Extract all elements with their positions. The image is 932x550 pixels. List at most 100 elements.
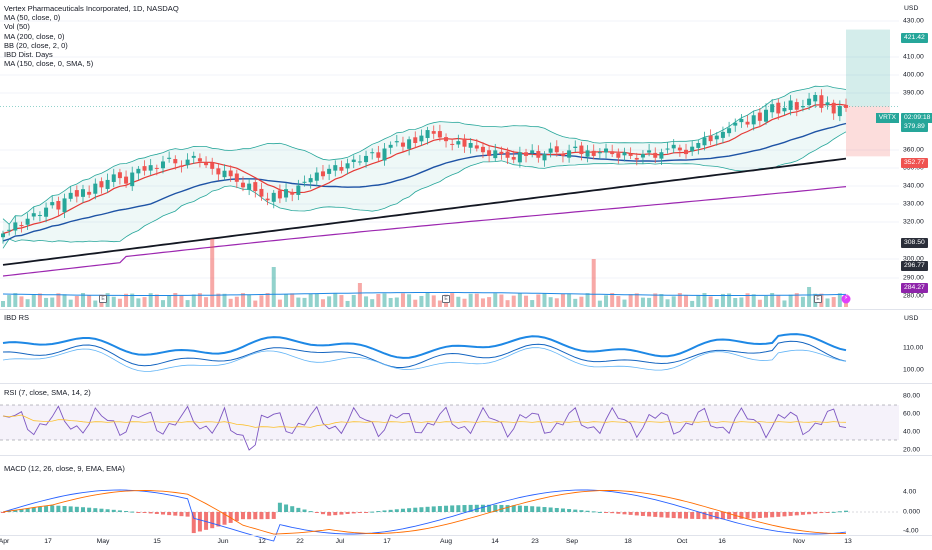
- macd-histogram-bar: [382, 510, 387, 512]
- macd-histogram-bar: [105, 509, 110, 512]
- pane-divider[interactable]: [0, 383, 932, 384]
- macd-histogram-bar: [277, 502, 282, 512]
- macd-histogram-bar: [573, 509, 578, 512]
- candle-body: [290, 191, 295, 195]
- macd-histogram-bar: [813, 512, 818, 514]
- time-axis[interactable]: Apr 17 May 15 Jun 12 22 Jul 17 Aug 14 23 Sep 18 Oct 16 N…: [0, 535, 899, 550]
- macd-histogram-bar: [782, 512, 787, 517]
- volume-bar: [314, 294, 319, 307]
- study-ma50[interactable]: MA (50, close, 0): [4, 13, 61, 23]
- macd-legend[interactable]: MACD (12, 26, close, 9, EMA, EMA): [4, 464, 125, 473]
- earnings-icon[interactable]: E: [814, 295, 822, 303]
- rs-currency-label[interactable]: USD: [904, 315, 919, 322]
- volume-bar: [142, 297, 147, 307]
- volume-bar: [1, 301, 5, 307]
- rs-line-secondary: [2, 340, 847, 368]
- lightning-icon[interactable]: ⚡: [841, 294, 851, 304]
- candle-body: [234, 173, 239, 182]
- study-ma150[interactable]: MA (150, close, 0, SMA, 5): [4, 59, 94, 69]
- earnings-icon[interactable]: E: [99, 295, 107, 303]
- pane-divider[interactable]: [0, 309, 932, 310]
- volume-bar: [554, 298, 559, 307]
- symbol-title[interactable]: Vertex Pharmaceuticals Incorporated, 1D,…: [4, 4, 179, 13]
- candle-body: [567, 150, 572, 158]
- macd-histogram-bar: [7, 511, 12, 513]
- volume-bar: [357, 283, 362, 307]
- candle-body: [524, 152, 529, 156]
- candle-body: [530, 150, 535, 154]
- time-label: 15: [153, 538, 161, 545]
- volume-bar: [480, 298, 485, 307]
- rsi-band: [0, 405, 899, 440]
- volume-bar: [197, 293, 202, 307]
- macd-tick: -4.00: [903, 527, 919, 535]
- currency-label[interactable]: USD: [904, 5, 919, 12]
- candle-body: [105, 179, 110, 189]
- volume-bar: [751, 294, 756, 307]
- rs-legend[interactable]: IBD RS: [4, 313, 30, 322]
- candle-body: [50, 202, 55, 206]
- candle-body: [99, 181, 104, 188]
- study-bb[interactable]: BB (20, close, 2, 0): [4, 40, 68, 50]
- volume-bar: [277, 299, 282, 307]
- volume-bar: [388, 297, 393, 307]
- macd-histogram-bar: [339, 512, 344, 515]
- volume-bar: [597, 300, 602, 307]
- candle-body: [536, 151, 541, 158]
- study-vol[interactable]: Vol (50): [4, 22, 30, 32]
- study-dist-days[interactable]: IBD Dist. Days: [4, 50, 53, 60]
- main-legend[interactable]: Vertex Pharmaceuticals Incorporated, 1D,…: [4, 4, 179, 68]
- candle-body: [80, 189, 85, 197]
- macd-histogram-bar: [357, 512, 362, 513]
- earnings-icon[interactable]: E: [442, 295, 450, 303]
- candle-body: [376, 152, 381, 158]
- volume-bar: [210, 239, 215, 307]
- rsi-legend[interactable]: RSI (7, close, SMA, 14, 2): [4, 388, 91, 397]
- price-scale[interactable]: USD 430.00 410.00 400.00 390.00 360.00 350.00…: [899, 0, 932, 550]
- candle-body: [579, 145, 584, 155]
- candle-body: [370, 152, 375, 154]
- volume-bar: [714, 299, 719, 307]
- candle-body: [733, 122, 738, 126]
- volume-bar: [345, 300, 350, 307]
- candle-body: [844, 104, 848, 108]
- candle-body: [339, 167, 344, 171]
- macd-histogram-bar: [677, 512, 682, 519]
- volume-bar: [265, 293, 270, 307]
- volume-bar: [431, 295, 436, 307]
- candle-body: [604, 148, 609, 153]
- candle-body: [745, 121, 750, 125]
- candle-body: [388, 144, 393, 148]
- candle-body: [413, 137, 418, 143]
- volume-bar: [333, 293, 338, 307]
- rsi-ma-line: [2, 414, 847, 428]
- candle-body: [345, 163, 350, 169]
- volume-bar: [450, 293, 455, 307]
- time-label: 17: [44, 538, 52, 545]
- study-ma200[interactable]: MA (200, close, 0): [4, 31, 65, 41]
- volume-bar: [296, 297, 301, 307]
- candle-body: [690, 146, 695, 152]
- macd-histogram-bar: [517, 505, 522, 512]
- macd-histogram-bar: [659, 512, 664, 518]
- time-label: May: [96, 538, 110, 545]
- macd-histogram-bar: [197, 512, 202, 532]
- volume-bar: [536, 294, 541, 307]
- bollinger-fill: [3, 85, 846, 249]
- candle-body: [37, 215, 42, 217]
- macd-histogram-bar: [825, 512, 830, 513]
- candle-body: [456, 141, 461, 145]
- candle-body: [591, 150, 596, 156]
- macd-histogram-bar: [259, 512, 264, 520]
- candle-body: [560, 154, 565, 156]
- candle-body: [216, 168, 221, 175]
- candle-body: [394, 141, 399, 143]
- macd-histogram-bar: [62, 506, 67, 512]
- macd-histogram-bar: [93, 508, 98, 512]
- volume-bar: [770, 293, 775, 307]
- time-label: 22: [296, 538, 304, 545]
- pane-divider[interactable]: [0, 455, 932, 456]
- volume-bar: [167, 295, 172, 307]
- volume-bar: [7, 295, 12, 307]
